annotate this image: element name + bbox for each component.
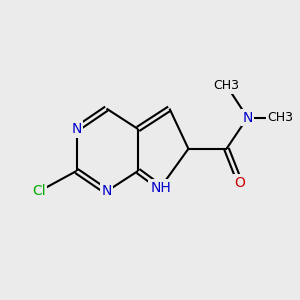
- Text: N: N: [242, 111, 253, 124]
- Text: N: N: [71, 122, 82, 136]
- Text: CH3: CH3: [268, 111, 293, 124]
- Text: CH3: CH3: [214, 79, 239, 92]
- Text: NH: NH: [150, 181, 171, 194]
- Text: Cl: Cl: [32, 184, 46, 198]
- Text: O: O: [235, 176, 245, 190]
- Text: N: N: [101, 184, 112, 198]
